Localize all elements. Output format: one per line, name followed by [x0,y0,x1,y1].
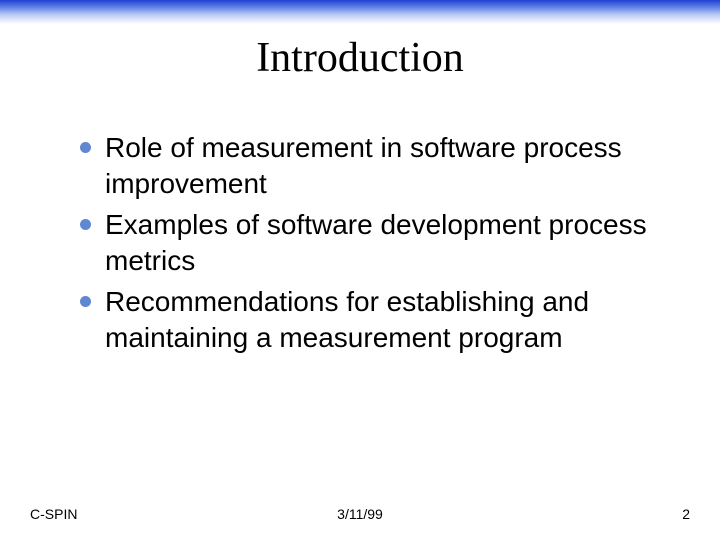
bullet-item: Recommendations for establishing and mai… [80,284,660,357]
slide-content: Role of measurement in software process … [80,130,660,356]
bullet-item: Role of measurement in software process … [80,130,660,203]
footer-date: 3/11/99 [337,506,383,522]
bullet-text: Role of measurement in software process … [105,130,660,203]
bullet-item: Examples of software development process… [80,207,660,280]
bullet-dot-icon [80,296,91,307]
footer-page-number: 2 [682,506,690,522]
bullet-text: Recommendations for establishing and mai… [105,284,660,357]
top-gradient-bar [0,0,720,24]
footer-left: C-SPIN [30,506,77,522]
bullet-dot-icon [80,142,91,153]
slide-title: Introduction [0,34,720,82]
bullet-dot-icon [80,219,91,230]
slide-footer: C-SPIN 3/11/99 2 [0,506,720,522]
bullet-text: Examples of software development process… [105,207,660,280]
